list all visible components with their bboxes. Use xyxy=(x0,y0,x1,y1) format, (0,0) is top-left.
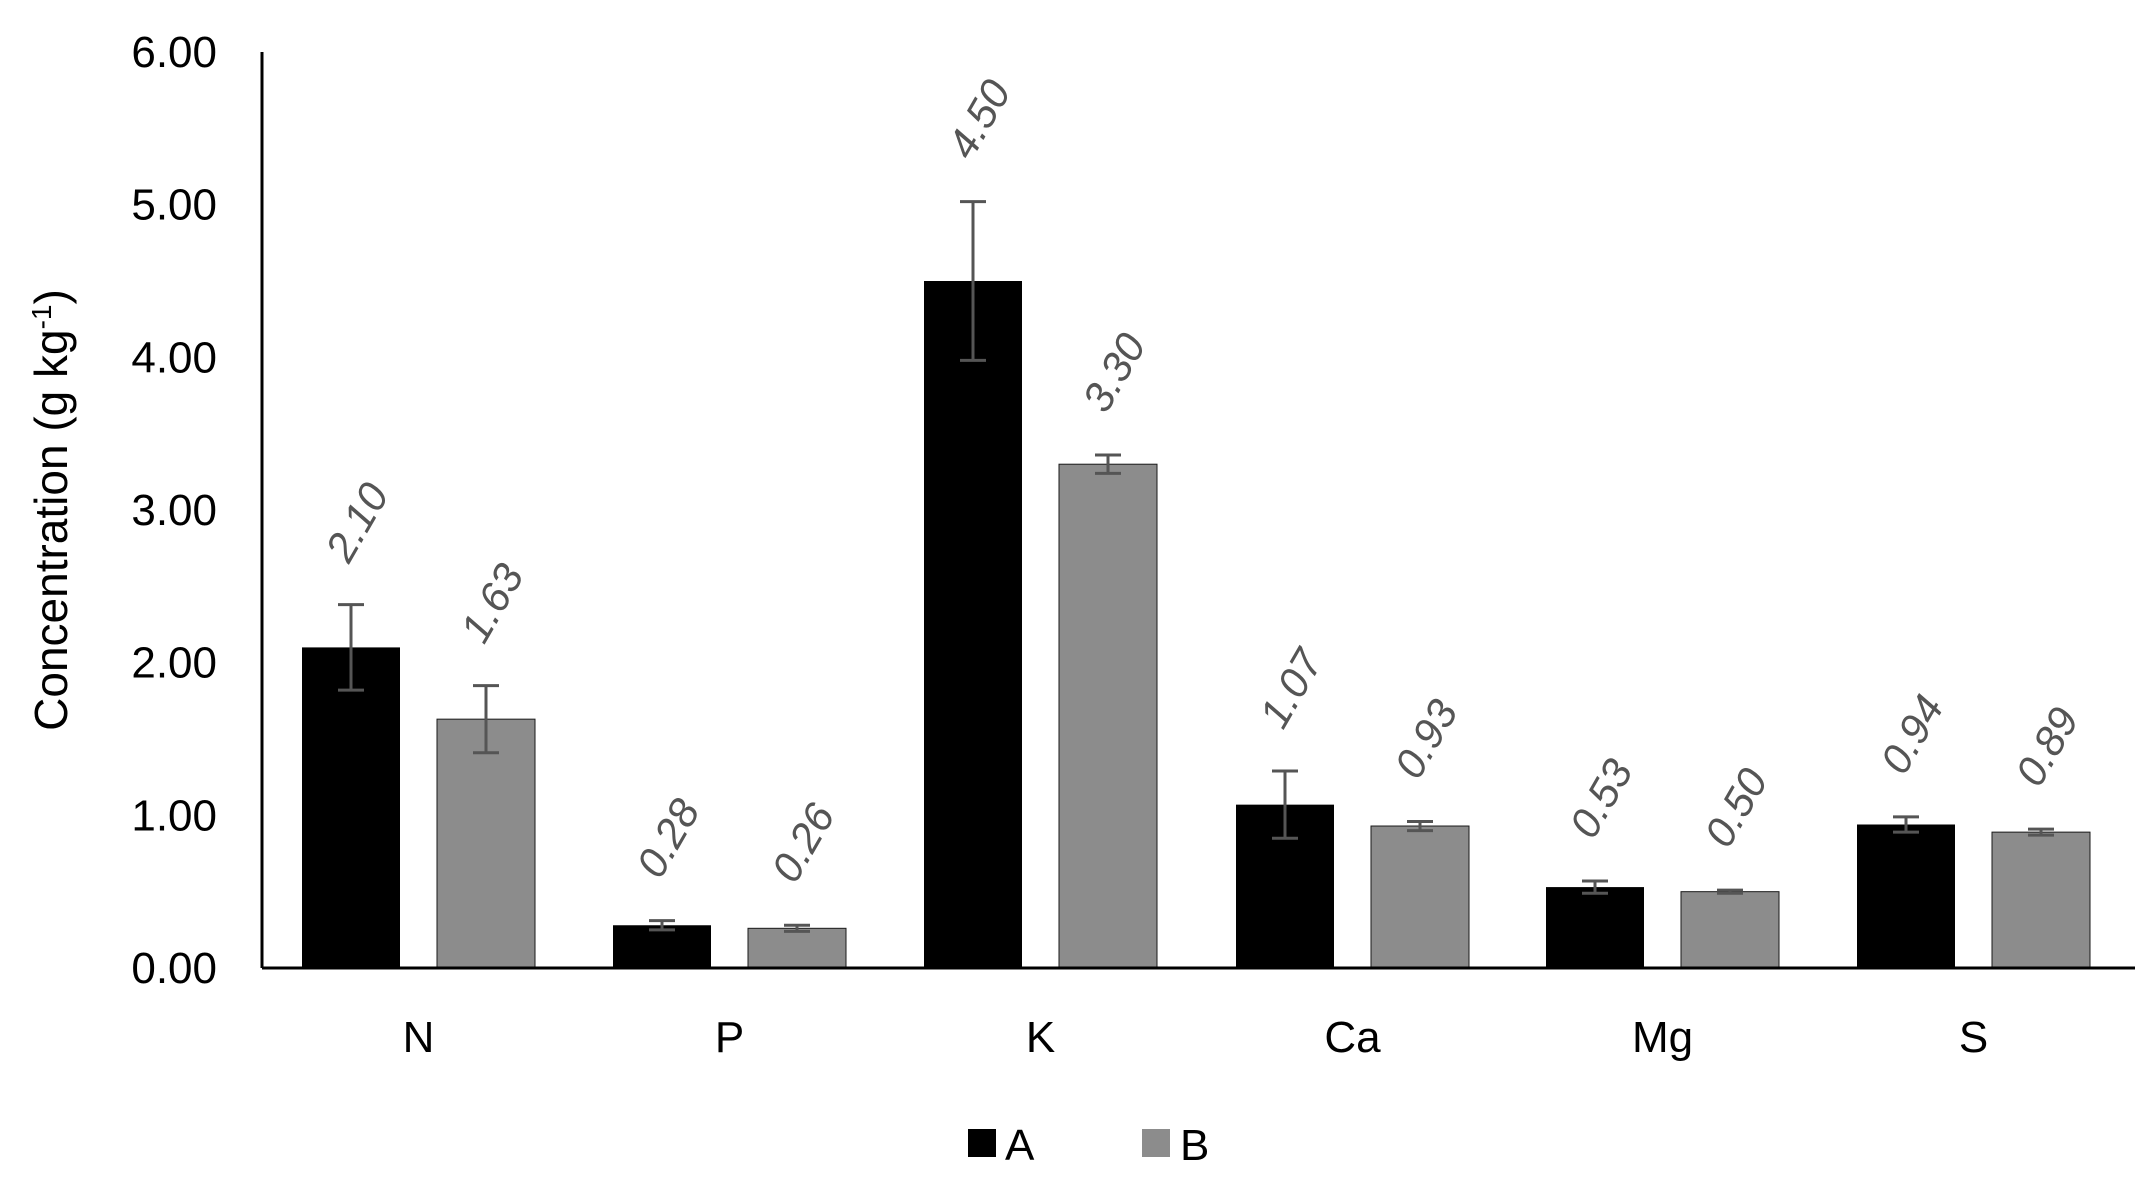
data-label-A-Ca: 1.07 xyxy=(1250,640,1332,736)
error-bar-B-P xyxy=(784,923,810,933)
legend-label-A: A xyxy=(1005,1121,1035,1170)
bar-B-K xyxy=(1058,463,1158,969)
data-label-B-S: 0.89 xyxy=(2006,699,2088,793)
error-bar-B-S xyxy=(2028,827,2054,837)
y-tick-label: 3.00 xyxy=(131,486,217,535)
error-bar-A-Ca xyxy=(1272,769,1298,840)
error-bar-A-K xyxy=(960,200,986,362)
bar-B-S xyxy=(1991,831,2091,969)
data-label-A-K: 4.50 xyxy=(938,71,1020,166)
y-tick-label: 5.00 xyxy=(131,181,217,230)
data-label-B-K: 3.30 xyxy=(1073,325,1155,420)
legend-swatch-A xyxy=(968,1129,996,1157)
x-tick-label-Ca: Ca xyxy=(1324,1013,1381,1062)
error-bar-A-N xyxy=(338,603,364,692)
bar-B-Ca xyxy=(1370,825,1470,969)
error-bar-A-S xyxy=(1893,815,1919,834)
y-tick-label: 2.00 xyxy=(131,639,217,688)
bar-B-N xyxy=(436,718,536,969)
bar-A-Mg xyxy=(1546,887,1644,968)
bar-B-Mg xyxy=(1680,891,1780,969)
y-tick-label: 1.00 xyxy=(131,791,217,840)
axes xyxy=(260,52,2135,970)
legend-item-B: B xyxy=(1142,1121,1209,1170)
x-tick-label-N: N xyxy=(403,1013,435,1062)
bar-A-P xyxy=(613,925,711,968)
data-label-A-N: 2.10 xyxy=(316,474,398,570)
x-axis-categories: N P K Ca Mg S xyxy=(403,1013,1989,1062)
legend-item-A: A xyxy=(968,1121,1035,1170)
data-label-B-Ca: 0.93 xyxy=(1385,692,1467,786)
y-axis-title: Concentration (g kg-1) xyxy=(25,289,77,731)
error-bar-B-Mg xyxy=(1717,888,1743,895)
error-bar-B-K xyxy=(1095,453,1121,475)
legend-swatch-B xyxy=(1142,1129,1170,1157)
bar-A-N xyxy=(302,647,400,968)
y-tick-label: 6.00 xyxy=(131,28,217,77)
error-bar-B-N xyxy=(473,684,499,755)
x-tick-label-S: S xyxy=(1959,1013,1988,1062)
y-tick-label: 4.00 xyxy=(131,333,217,382)
error-bars xyxy=(338,200,2054,933)
bar-A-K xyxy=(924,281,1022,968)
legend-label-B: B xyxy=(1180,1121,1209,1170)
data-labels: 2.10 0.28 4.50 1.07 0.53 0.94 1.63 0.26 3.30 0.93… xyxy=(316,71,2088,889)
x-tick-label-Mg: Mg xyxy=(1632,1013,1693,1062)
data-label-A-S: 0.94 xyxy=(1871,687,1953,781)
bars xyxy=(302,281,2091,969)
error-bar-A-P xyxy=(649,919,675,932)
error-bar-B-Ca xyxy=(1407,819,1433,833)
y-axis-ticks: 0.00 1.00 2.00 3.00 4.00 5.00 6.00 xyxy=(131,28,217,993)
bar-A-S xyxy=(1857,824,1955,968)
y-tick-label: 0.00 xyxy=(131,944,217,993)
x-tick-label-P: P xyxy=(715,1013,744,1062)
y-axis-title-group: Concentration (g kg-1) xyxy=(25,289,77,731)
x-tick-label-K: K xyxy=(1026,1013,1055,1062)
data-label-B-N: 1.63 xyxy=(451,556,533,650)
bar-B-P xyxy=(747,927,847,969)
data-label-B-Mg: 0.50 xyxy=(1695,760,1777,855)
data-label-A-P: 0.28 xyxy=(627,790,709,885)
data-label-B-P: 0.26 xyxy=(762,795,844,890)
data-label-A-Mg: 0.53 xyxy=(1560,751,1642,845)
error-bar-A-Mg xyxy=(1582,879,1608,895)
